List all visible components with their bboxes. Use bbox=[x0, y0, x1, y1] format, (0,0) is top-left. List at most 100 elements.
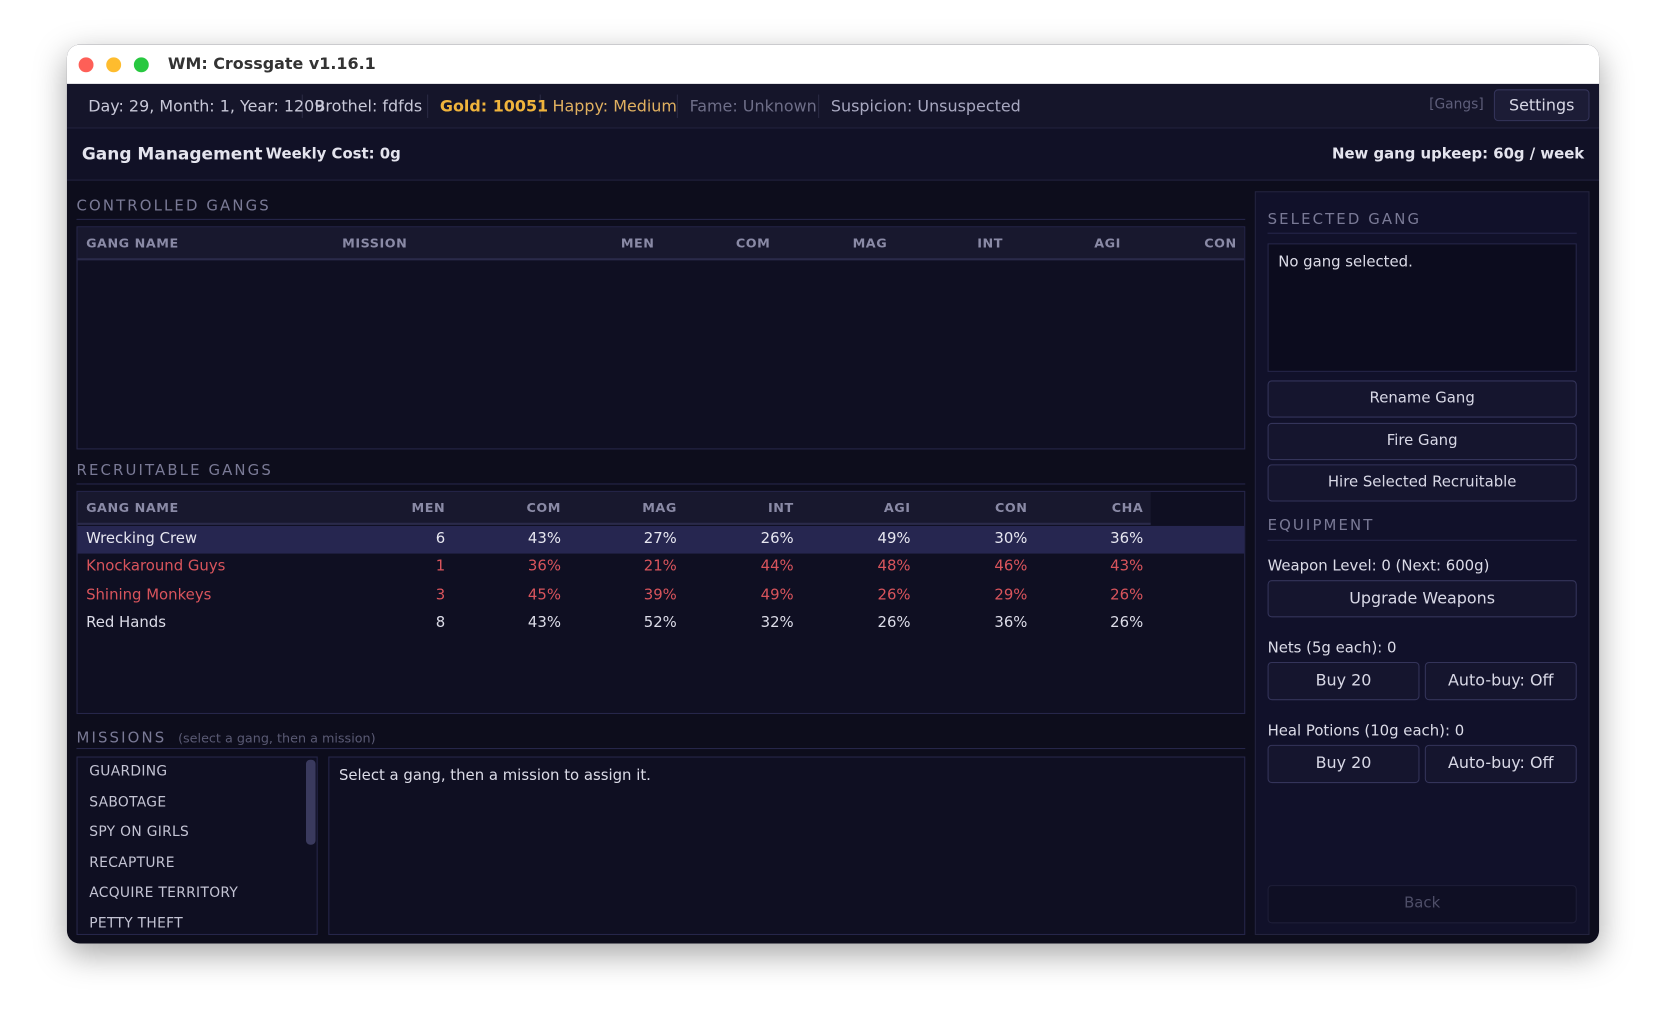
side-panel: SELECTED GANG No gang selected. Rename G… bbox=[1254, 191, 1590, 935]
table-cell: 39% bbox=[643, 586, 677, 604]
button[interactable]: Fire Gang bbox=[1267, 422, 1577, 461]
screen-tag: [Gangs] bbox=[1429, 96, 1484, 113]
status-item: Fame: Unknown bbox=[689, 96, 817, 116]
table-cell: 49% bbox=[877, 530, 911, 548]
status-item: Suspicion: Unsuspected bbox=[830, 96, 1021, 116]
section-label: MISSIONS bbox=[76, 729, 167, 747]
button[interactable]: Auto-buy: Off bbox=[1424, 744, 1577, 784]
column-header: INT bbox=[767, 500, 794, 516]
window: WM: Crossgate v1.16.1 [Gangs] Settings D… bbox=[66, 44, 1600, 944]
column-header: MISSION bbox=[342, 235, 408, 251]
column-header: MEN bbox=[620, 235, 655, 251]
table-cell: 26% bbox=[760, 530, 794, 548]
column-header: CON bbox=[994, 500, 1028, 516]
title-bar: WM: Crossgate v1.16.1 bbox=[66, 44, 1600, 84]
separator bbox=[539, 94, 541, 118]
info-text: No gang selected. bbox=[1278, 253, 1413, 271]
mission-item: GUARDING bbox=[89, 763, 168, 780]
column-header: MEN bbox=[411, 500, 446, 516]
table-cell: 32% bbox=[760, 614, 794, 632]
button[interactable]: Buy 20 bbox=[1267, 744, 1420, 784]
zoom-button[interactable] bbox=[133, 57, 149, 73]
upkeep: New gang upkeep: 60g / week bbox=[1331, 145, 1585, 163]
column-header: COM bbox=[526, 500, 561, 516]
section-label: CONTROLLED GANGS bbox=[76, 197, 271, 215]
separator bbox=[818, 94, 820, 118]
mission-item: PETTY THEFT bbox=[89, 915, 183, 932]
table-cell: 52% bbox=[643, 614, 677, 632]
table-cell: Red Hands bbox=[86, 614, 166, 632]
column-header: CHA bbox=[1111, 500, 1144, 516]
mission-list[interactable]: GUARDING SABOTAGE SPY ON GIRLS RECAPTURE ACQ… bbox=[76, 756, 318, 935]
column-header: COM bbox=[735, 235, 771, 251]
status-item: Day: 29, Month: 1, Year: 1209 bbox=[88, 96, 325, 116]
table-cell: 43% bbox=[1110, 558, 1144, 576]
table-cell: 1 bbox=[435, 558, 446, 576]
table-cell: 8 bbox=[435, 614, 446, 632]
table-cell: 36% bbox=[527, 558, 561, 576]
column-header: MAG bbox=[852, 235, 888, 251]
column-header: MAG bbox=[642, 500, 677, 516]
table-cell: 43% bbox=[527, 614, 561, 632]
gang-info: No gang selected. bbox=[1267, 243, 1577, 372]
table-header bbox=[77, 491, 1151, 525]
settings-button[interactable]: Settings bbox=[1493, 89, 1590, 122]
heal-label: Heal Potions (10g each): 0 bbox=[1267, 722, 1465, 740]
mission-item: SABOTAGE bbox=[89, 794, 167, 811]
table-cell: 48% bbox=[877, 558, 911, 576]
table-cell: 46% bbox=[994, 558, 1028, 576]
status-bar: [Gangs] Settings Day: 29, Month: 1, Year… bbox=[66, 83, 1600, 129]
column-header: GANG NAME bbox=[86, 235, 179, 251]
separator bbox=[427, 94, 429, 118]
table-cell: Shining Monkeys bbox=[86, 586, 212, 604]
table-cell: 29% bbox=[994, 586, 1028, 604]
column-header: INT bbox=[977, 235, 1003, 251]
table-cell: 36% bbox=[994, 614, 1028, 632]
table-cell: 6 bbox=[435, 530, 446, 548]
missions-heading: MISSIONS (select a gang, then a mission) bbox=[77, 727, 376, 747]
table-cell: 26% bbox=[1110, 614, 1144, 632]
hint: (select a gang, then a mission) bbox=[178, 731, 376, 746]
button[interactable]: Hire Selected Recruitable bbox=[1267, 464, 1577, 502]
weapon-level: Weapon Level: 0 (Next: 600g) bbox=[1267, 557, 1490, 575]
page-title: Gang Management bbox=[81, 143, 263, 164]
section-label: EQUIPMENT bbox=[1267, 517, 1375, 535]
mission-item: ACQUIRE TERRITORY bbox=[89, 885, 239, 901]
table-cell: 26% bbox=[1110, 586, 1144, 604]
weekly-cost: Weekly Cost: 0g bbox=[265, 145, 401, 163]
section-label: SELECTED GANG bbox=[1267, 211, 1422, 229]
window-title: WM: Crossgate v1.16.1 bbox=[167, 54, 376, 74]
table-cell: 30% bbox=[994, 530, 1028, 548]
status-item: Brothel: fdfds bbox=[314, 96, 423, 116]
minimize-button[interactable] bbox=[106, 57, 122, 73]
selected-row bbox=[77, 525, 1245, 554]
column-header: GANG NAME bbox=[86, 500, 179, 516]
back-button[interactable]: Back bbox=[1267, 885, 1577, 924]
table-cell: 27% bbox=[643, 530, 677, 548]
status-item: Gold: 10051 bbox=[439, 96, 549, 116]
separator bbox=[301, 94, 303, 118]
table-cell: 26% bbox=[877, 614, 911, 632]
table-cell: 45% bbox=[527, 586, 561, 604]
recruitable-table: GANG NAME MEN COM MAG INT AGI CON CHA Wrecking C… bbox=[76, 490, 1246, 714]
button[interactable]: Rename Gang bbox=[1267, 380, 1577, 418]
table-cell: 21% bbox=[643, 558, 677, 576]
table-cell: 3 bbox=[435, 586, 446, 604]
column-header: CON bbox=[1204, 235, 1237, 251]
close-button[interactable] bbox=[78, 57, 94, 73]
scrollbar[interactable] bbox=[306, 759, 316, 845]
column-header: AGI bbox=[883, 500, 911, 516]
separator bbox=[676, 94, 678, 118]
button[interactable]: Upgrade Weapons bbox=[1267, 580, 1577, 618]
status-item: Happy: Medium bbox=[552, 96, 677, 116]
table-cell: Knockaround Guys bbox=[86, 558, 226, 576]
column-header: AGI bbox=[1094, 235, 1121, 251]
mission-item: RECAPTURE bbox=[89, 854, 175, 871]
button[interactable]: Auto-buy: Off bbox=[1424, 661, 1577, 701]
table-header bbox=[77, 227, 1245, 261]
section-label: RECRUITABLE GANGS bbox=[76, 462, 273, 480]
table-cell: 26% bbox=[877, 586, 911, 604]
nets-label: Nets (5g each): 0 bbox=[1267, 639, 1397, 657]
button[interactable]: Buy 20 bbox=[1267, 661, 1420, 701]
